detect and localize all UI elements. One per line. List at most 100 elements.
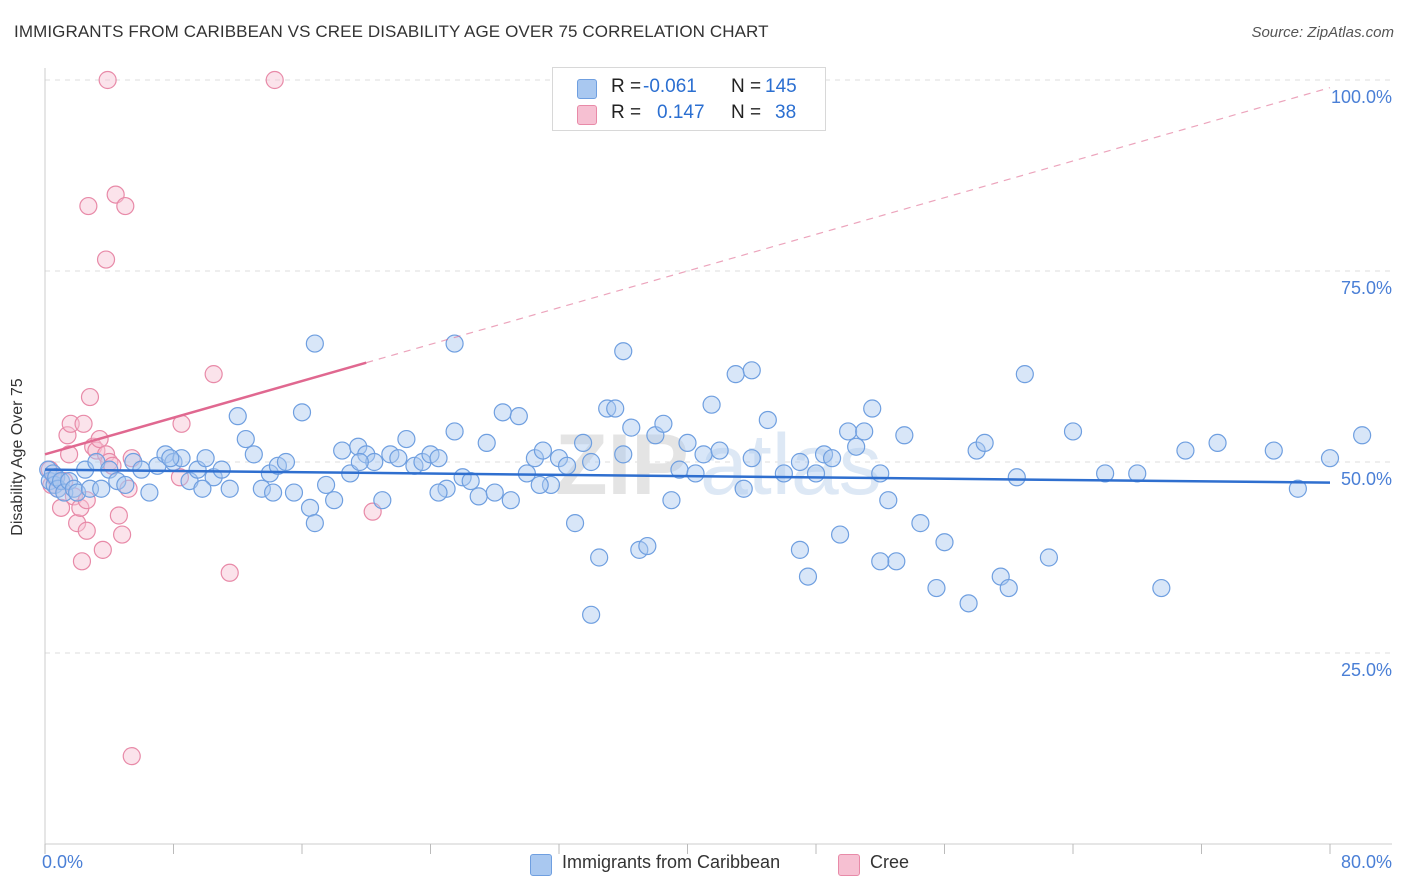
caribbean-point — [228, 407, 247, 426]
caribbean-point — [790, 540, 810, 559]
caribbean-point — [606, 399, 625, 418]
caribbean-point — [790, 452, 810, 472]
cree-point — [61, 414, 80, 433]
r-value-blue: -0.061 — [643, 76, 697, 97]
chart-title: IMMIGRANTS FROM CARIBBEAN VS CREE DISABI… — [14, 22, 769, 41]
svg-text:ZIP: ZIP — [555, 417, 689, 513]
caribbean-point — [654, 414, 673, 433]
caribbean-point — [975, 433, 994, 452]
caribbean-point — [55, 483, 74, 502]
caribbean-point — [911, 514, 930, 533]
caribbean-point — [316, 475, 336, 495]
caribbean-point — [742, 361, 761, 380]
cree-point — [51, 498, 71, 517]
caribbean-point — [702, 395, 721, 414]
caribbean-point — [116, 475, 135, 495]
caribbean-point — [726, 365, 745, 384]
legend-label-cree: Cree — [870, 852, 910, 872]
caribbean-point — [1128, 464, 1147, 483]
caribbean-point — [622, 418, 641, 437]
caribbean-point — [1096, 464, 1115, 483]
blue-swatch — [577, 79, 597, 99]
caribbean-trend-line — [44, 468, 1331, 484]
cree-point — [170, 468, 190, 487]
r-label: R = — [611, 76, 642, 97]
caribbean-point — [742, 449, 761, 468]
caribbean-point — [1063, 422, 1083, 441]
cree-point — [96, 250, 116, 269]
caribbean-point — [887, 552, 906, 571]
caribbean-point — [493, 403, 512, 422]
caribbean-point — [710, 441, 729, 460]
caribbean-point — [305, 334, 324, 353]
caribbean-point — [1152, 578, 1171, 598]
caribbean-point — [774, 464, 793, 483]
cree-point — [204, 365, 223, 384]
cree-trend-line — [44, 361, 367, 456]
cree-points — [40, 70, 382, 766]
caribbean-point — [92, 479, 111, 498]
caribbean-point — [365, 452, 384, 472]
pink-swatch — [577, 105, 597, 125]
caribbean-point — [935, 533, 954, 552]
caribbean-point — [284, 483, 304, 502]
y-tick-label: 25.0% — [1340, 660, 1392, 680]
caribbean-point — [1264, 441, 1283, 460]
caribbean-point — [236, 429, 255, 449]
r-value-pink: 0.147 — [657, 102, 705, 123]
caribbean-point — [429, 483, 448, 502]
caribbean-point — [477, 433, 496, 452]
axes — [44, 68, 1392, 854]
caribbean-point — [501, 491, 520, 510]
caribbean-point — [276, 452, 296, 472]
cree-point — [77, 491, 96, 510]
caribbean-point — [292, 403, 312, 422]
caribbean-point — [830, 525, 850, 544]
caribbean-point — [196, 449, 215, 468]
caribbean-point — [863, 399, 882, 418]
caribbean-point — [220, 479, 239, 498]
caribbean-point — [350, 452, 369, 472]
cree-point — [109, 506, 128, 525]
caribbean-point — [1353, 426, 1372, 445]
cree-point — [112, 525, 132, 544]
caribbean-point — [565, 514, 585, 533]
caribbean-point — [959, 594, 978, 613]
cree-point — [59, 445, 79, 464]
caribbean-point — [373, 491, 392, 510]
caribbean-point — [1176, 441, 1195, 460]
caribbean-point — [758, 410, 777, 430]
caribbean-point — [530, 475, 549, 495]
caribbean-points — [39, 334, 1372, 624]
caribbean-point — [252, 479, 271, 498]
cree-point — [220, 563, 239, 582]
legend-swatch-pink — [838, 854, 860, 876]
caribbean-point — [461, 472, 480, 491]
cree-point — [74, 414, 93, 433]
caribbean-point — [557, 456, 577, 475]
caribbean-point — [855, 422, 874, 441]
n-value-pink: 38 — [775, 102, 797, 123]
cree-trend-extension — [366, 87, 1331, 364]
x-tick-label: 0.0% — [42, 852, 84, 872]
y-tick-label: 50.0% — [1340, 469, 1392, 489]
cree-point — [265, 70, 284, 90]
caribbean-point — [1015, 365, 1034, 384]
cree-point — [98, 70, 117, 90]
caribbean-point — [1208, 433, 1227, 452]
caribbean-point — [1039, 548, 1059, 567]
caribbean-point — [662, 491, 681, 510]
caribbean-point — [300, 498, 320, 517]
caribbean-point — [871, 464, 890, 483]
y-tick-label: 100.0% — [1330, 87, 1392, 107]
caribbean-point — [1007, 468, 1026, 487]
source-label: Source: ZipAtlas.com — [1251, 24, 1394, 41]
cree-point — [80, 387, 100, 407]
caribbean-point — [798, 567, 818, 586]
caribbean-point — [686, 464, 705, 483]
n-label: N = — [731, 102, 762, 123]
caribbean-point — [582, 452, 601, 472]
cree-point — [93, 540, 112, 559]
y-axis-label: Disability Age Over 75 — [9, 378, 26, 536]
